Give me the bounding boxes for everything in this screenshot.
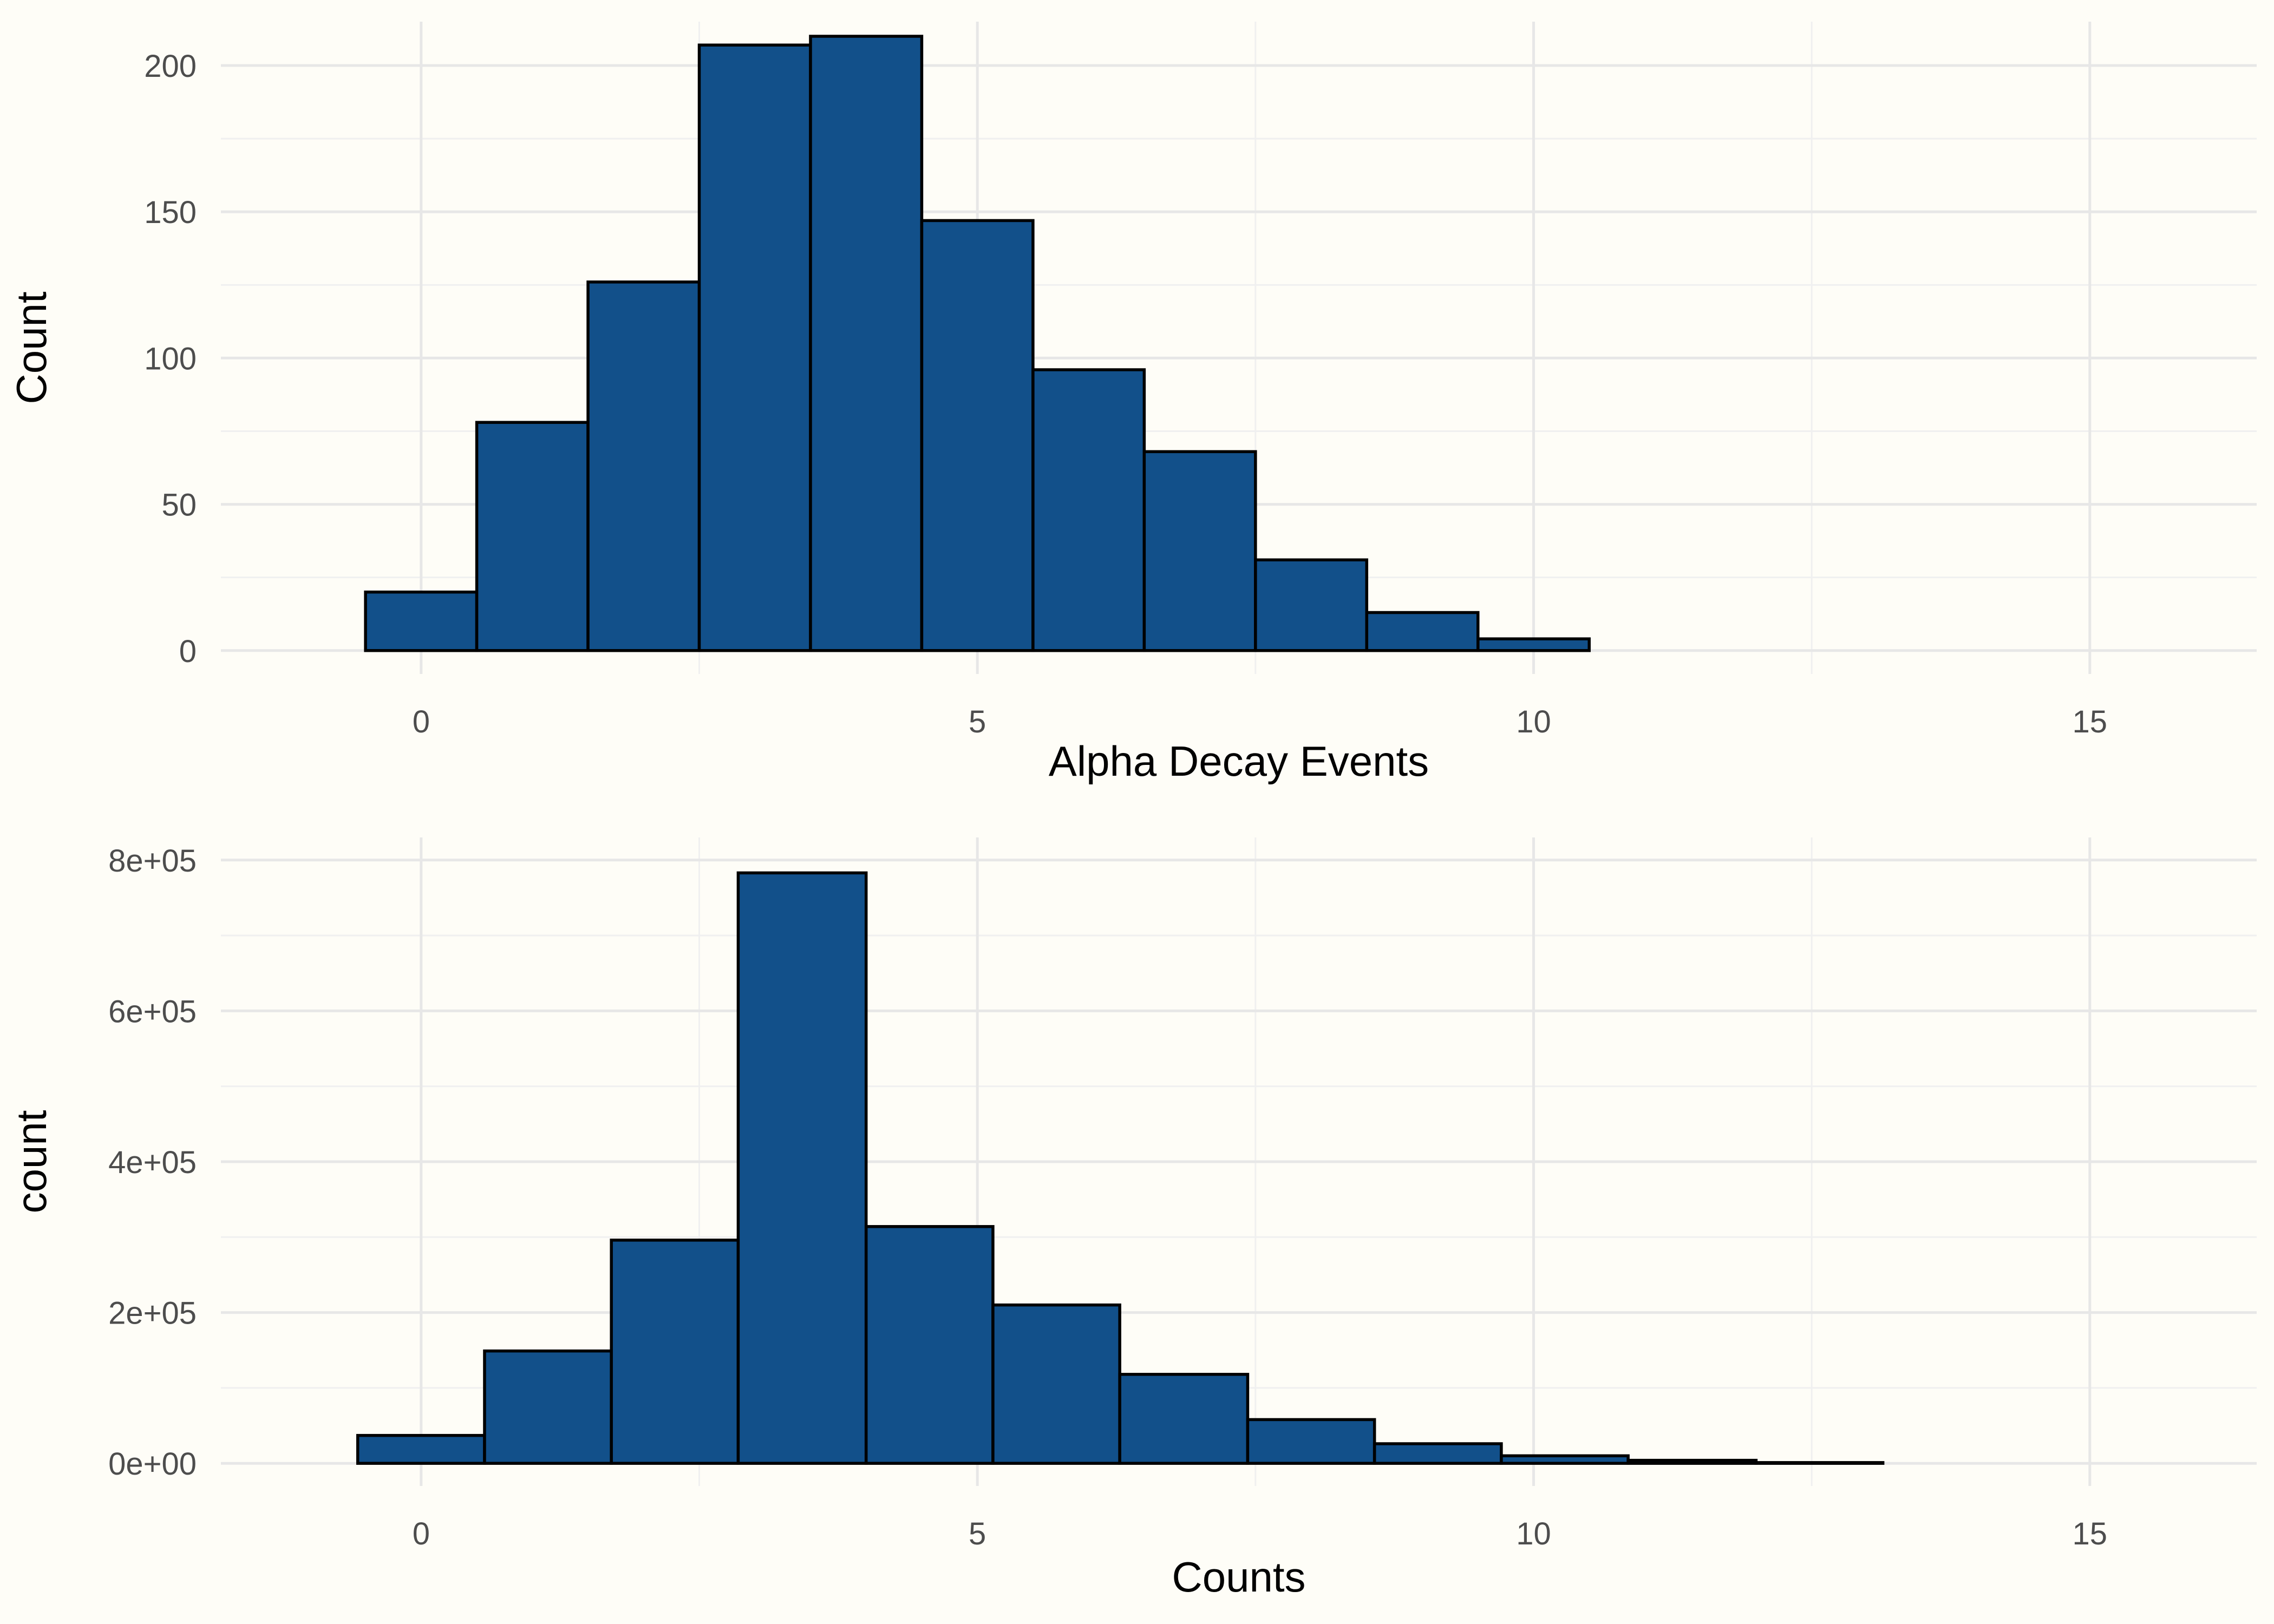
panel0-x-tick-label: 5 [969, 704, 986, 739]
panel1-y-tick-label: 2e+05 [108, 1296, 197, 1331]
panel0-y-tick-label: 100 [144, 341, 197, 376]
panel0-y-tick-label: 50 [161, 488, 197, 523]
panel1-y-tick-label: 6e+05 [108, 994, 197, 1029]
panel1-x-tick-label: 0 [413, 1516, 430, 1551]
panel0-x-tick-label: 10 [1516, 704, 1551, 739]
panel1-histogram-bar-2 [610, 1239, 740, 1465]
panel0-y-tick-label: 200 [144, 49, 197, 84]
panel0-histogram-bar-7 [1142, 450, 1257, 652]
panel1-x-tick-label: 15 [2073, 1516, 2108, 1551]
panel0-y-tick-label: 150 [144, 195, 197, 230]
panel1-x-axis-title: Counts [1172, 1553, 1305, 1601]
panel0-histogram-bar-4 [809, 35, 924, 652]
panel1-x-tick-label: 5 [969, 1516, 986, 1551]
panel1-histogram-bar-0 [356, 1433, 486, 1465]
panel0-histogram-bar-2 [586, 280, 701, 652]
panel0-y-tick-label: 0 [179, 634, 197, 669]
panel1-histogram-bar-7 [1246, 1418, 1376, 1465]
panel1-histogram-bar-8 [1373, 1442, 1503, 1465]
panel0-histogram-bar-1 [475, 421, 590, 652]
panel0-histogram-bar-5 [920, 219, 1035, 652]
panel1-histogram-bar-10 [1626, 1458, 1758, 1465]
panel0-y-axis-title: Count [8, 291, 55, 404]
panel0-x-axis-title: Alpha Decay Events [1049, 737, 1429, 785]
panel0-x-tick-label: 0 [413, 704, 430, 739]
panel0-histogram-bar-10 [1476, 637, 1591, 652]
panel0-histogram-bar-9 [1365, 611, 1480, 652]
panel1-histogram-bar-1 [483, 1349, 613, 1465]
panel1-y-tick-label: 0e+00 [108, 1446, 197, 1482]
panel1-x-tick-label: 10 [1516, 1516, 1551, 1551]
panel1-y-tick-label: 4e+05 [108, 1145, 197, 1180]
panel1-y-tick-label: 8e+05 [108, 843, 197, 879]
panel0-histogram-bar-0 [364, 590, 479, 652]
panel0-histogram-bar-8 [1254, 558, 1369, 652]
panel1-histogram-bar-4 [864, 1225, 995, 1465]
panel1-y-axis-title: count [8, 1110, 55, 1213]
counts-histogram-panel: 0 5 10 15 0e+00 2e+05 4e+05 6e+05 8e+05 Counts cou… [8, 837, 2257, 1601]
panel1-histogram-bar-6 [1118, 1373, 1250, 1465]
panel1-histogram-bar-5 [991, 1303, 1121, 1465]
panel0-x-tick-label: 15 [2073, 704, 2108, 739]
panel1-histogram-bar-3 [736, 871, 868, 1465]
panel0-histogram-bar-3 [697, 43, 812, 652]
panel0-histogram-bar-6 [1031, 368, 1146, 652]
panel1-histogram-bar-9 [1500, 1454, 1630, 1465]
